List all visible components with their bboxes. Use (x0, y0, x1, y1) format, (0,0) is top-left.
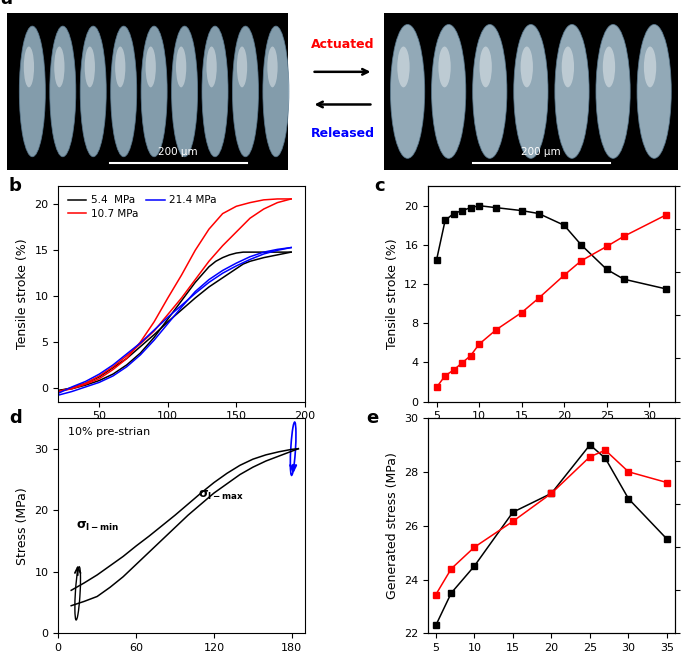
X-axis label: Tensile stress (MPa): Tensile stress (MPa) (490, 427, 613, 440)
Ellipse shape (596, 24, 630, 158)
Ellipse shape (237, 46, 247, 88)
Ellipse shape (432, 24, 466, 158)
Text: $\mathbf{\sigma_{l-min}}$: $\mathbf{\sigma_{l-min}}$ (77, 520, 120, 533)
Ellipse shape (54, 46, 64, 88)
Ellipse shape (603, 46, 615, 88)
Bar (7, 13, 288, 170)
Ellipse shape (267, 46, 277, 88)
Ellipse shape (202, 26, 228, 157)
Y-axis label: Tensile stroke (%): Tensile stroke (%) (16, 238, 29, 349)
Ellipse shape (263, 26, 289, 157)
Y-axis label: Generated stress (MPa): Generated stress (MPa) (386, 453, 399, 599)
Legend: 5.4  MPa, 10.7 MPa, 21.4 MPa: 5.4 MPa, 10.7 MPa, 21.4 MPa (64, 191, 221, 223)
Ellipse shape (145, 46, 155, 88)
Text: Actuated: Actuated (311, 38, 374, 50)
Text: 10% pre-strian: 10% pre-strian (68, 426, 150, 437)
Ellipse shape (111, 26, 137, 157)
Ellipse shape (397, 46, 410, 88)
Ellipse shape (232, 26, 258, 157)
Ellipse shape (438, 46, 451, 88)
Ellipse shape (390, 24, 425, 158)
Ellipse shape (479, 46, 492, 88)
Y-axis label: Tensile stroke (%): Tensile stroke (%) (386, 238, 399, 349)
Ellipse shape (24, 46, 34, 88)
Text: 200 μm: 200 μm (521, 147, 561, 157)
Ellipse shape (19, 26, 45, 157)
Text: Released: Released (310, 127, 375, 140)
Ellipse shape (85, 46, 95, 88)
Ellipse shape (206, 46, 216, 88)
Text: 200 μm: 200 μm (158, 147, 198, 157)
Ellipse shape (176, 46, 186, 88)
Ellipse shape (50, 26, 76, 157)
Ellipse shape (141, 26, 167, 157)
Ellipse shape (171, 26, 197, 157)
Ellipse shape (637, 24, 671, 158)
Ellipse shape (514, 24, 548, 158)
Bar (384, 13, 678, 170)
Text: e: e (366, 409, 379, 427)
Text: d: d (9, 409, 22, 427)
Y-axis label: Stress (MPa): Stress (MPa) (16, 486, 29, 565)
Ellipse shape (80, 26, 106, 157)
Ellipse shape (521, 46, 533, 88)
Text: c: c (374, 178, 384, 195)
Ellipse shape (644, 46, 656, 88)
Ellipse shape (115, 46, 125, 88)
Text: b: b (9, 178, 22, 195)
Ellipse shape (562, 46, 574, 88)
Ellipse shape (555, 24, 589, 158)
Text: a: a (0, 0, 12, 8)
Ellipse shape (473, 24, 507, 158)
Text: $\mathbf{\sigma_{l-max}}$: $\mathbf{\sigma_{l-max}}$ (199, 489, 245, 502)
X-axis label: Temperature (°C): Temperature (°C) (127, 427, 236, 440)
